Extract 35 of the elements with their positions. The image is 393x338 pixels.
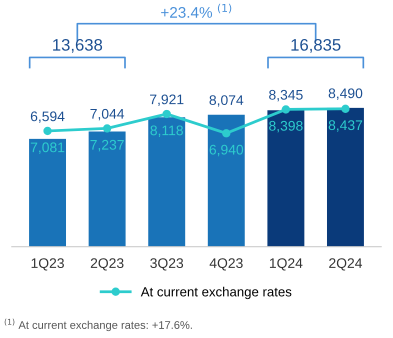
bar <box>29 138 66 247</box>
data-label: 8,490 <box>328 88 362 100</box>
data-label: 7,921 <box>150 94 184 106</box>
bar <box>267 110 304 247</box>
data-label: 7,044 <box>90 108 124 120</box>
point <box>222 129 230 138</box>
point <box>43 126 52 136</box>
bar <box>88 132 126 247</box>
bar <box>326 108 364 247</box>
data-label: 8,437 <box>328 120 362 132</box>
data-label: 8,118 <box>150 125 183 137</box>
x-tick-label: 2Q24 <box>329 258 362 271</box>
point <box>162 110 171 118</box>
x-tick-label: 4Q23 <box>210 258 243 271</box>
x-tick-label: 2Q23 <box>90 258 124 271</box>
data-label: 8,398 <box>269 120 303 132</box>
legend-label: At current exchange rates <box>140 286 292 300</box>
bar <box>148 117 186 247</box>
bar <box>208 114 245 247</box>
data-label: 7,081 <box>30 142 64 154</box>
point <box>282 105 290 114</box>
data-label: 8,345 <box>269 90 303 102</box>
point <box>341 104 350 113</box>
data-label: 6,594 <box>30 111 65 123</box>
text: 13,638 <box>53 38 102 53</box>
text: +23.4% $^{(1)}$ <box>161 4 232 18</box>
text: 16,835 <box>291 38 340 53</box>
text: $^{(1)}$ At current exchange rates: +17.6%. <box>4 318 192 332</box>
data-label: 7,237 <box>90 140 124 152</box>
point <box>102 124 112 133</box>
x-tick-label: 3Q23 <box>150 258 184 271</box>
data-label: 8,074 <box>210 95 244 107</box>
data-label: 6,940 <box>210 144 244 156</box>
x-tick-label: 1Q23 <box>32 258 64 271</box>
x-tick-label: 1Q24 <box>270 258 302 271</box>
